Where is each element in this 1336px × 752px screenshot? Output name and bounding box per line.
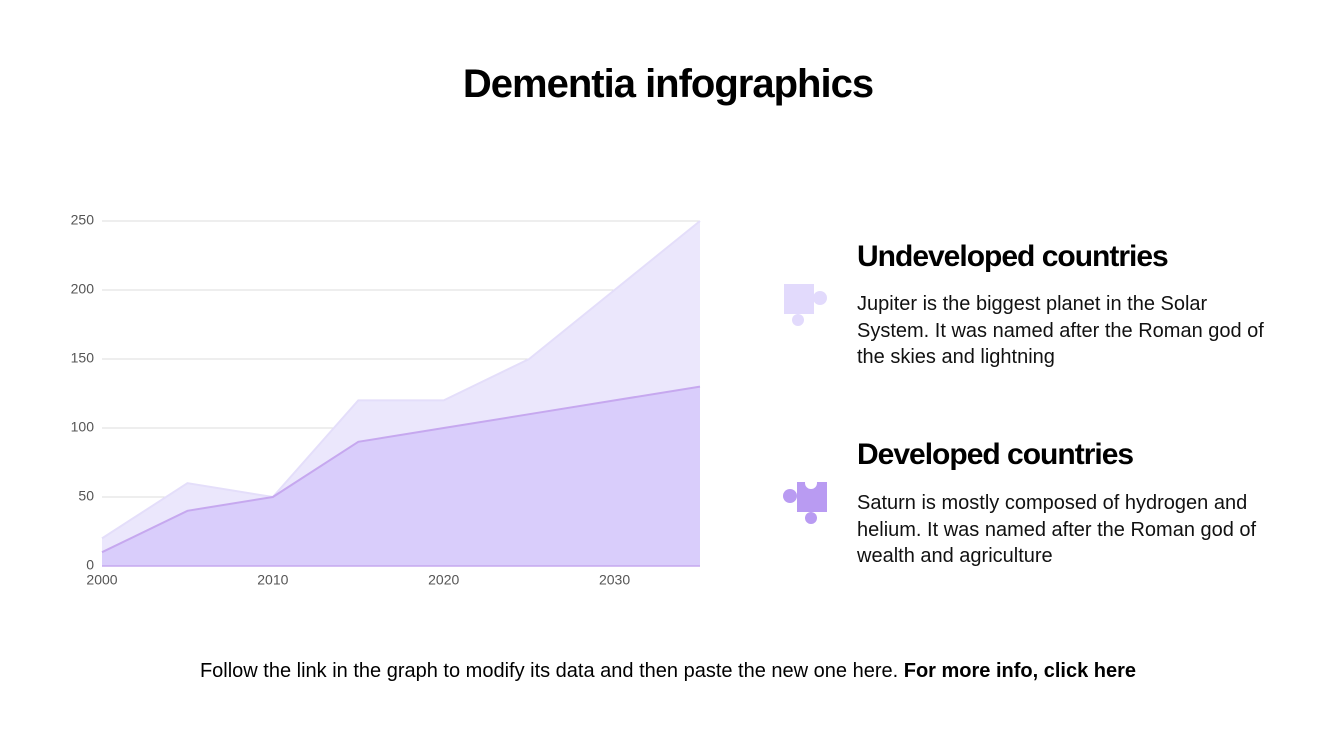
x-tick-label: 2010 (257, 572, 288, 588)
y-tick-label: 250 (71, 212, 95, 228)
link[interactable]: For more info, click here (903, 660, 1137, 682)
heading: Developed countries (857, 438, 1134, 471)
icon-dark (783, 477, 827, 524)
x-tick-label: 2000 (86, 572, 117, 588)
line (101, 220, 701, 540)
y-tick-label: 200 (71, 281, 95, 297)
description: Jupiter is the biggest planet in the Sol… (857, 293, 1264, 368)
heading: Undeveloped countries (857, 240, 1169, 273)
y-tick-label: 0 (86, 557, 94, 573)
footer-text: Follow the link in the graph to modify i… (199, 660, 899, 682)
y-tick-label: 100 (71, 419, 95, 435)
description: Saturn is mostly composed of hydrogen an… (857, 492, 1257, 567)
icon-light (784, 284, 827, 326)
line (101, 385, 701, 554)
area (102, 386, 700, 566)
title: Dementia infographics (462, 62, 874, 106)
y-tick-label: 50 (78, 488, 94, 504)
x-tick-label: 2030 (599, 572, 630, 588)
footer: Follow the link in the graph to modify i… (0, 660, 1336, 683)
y-tick-label: 150 (71, 350, 95, 366)
x-tick-label: 2020 (428, 572, 459, 588)
